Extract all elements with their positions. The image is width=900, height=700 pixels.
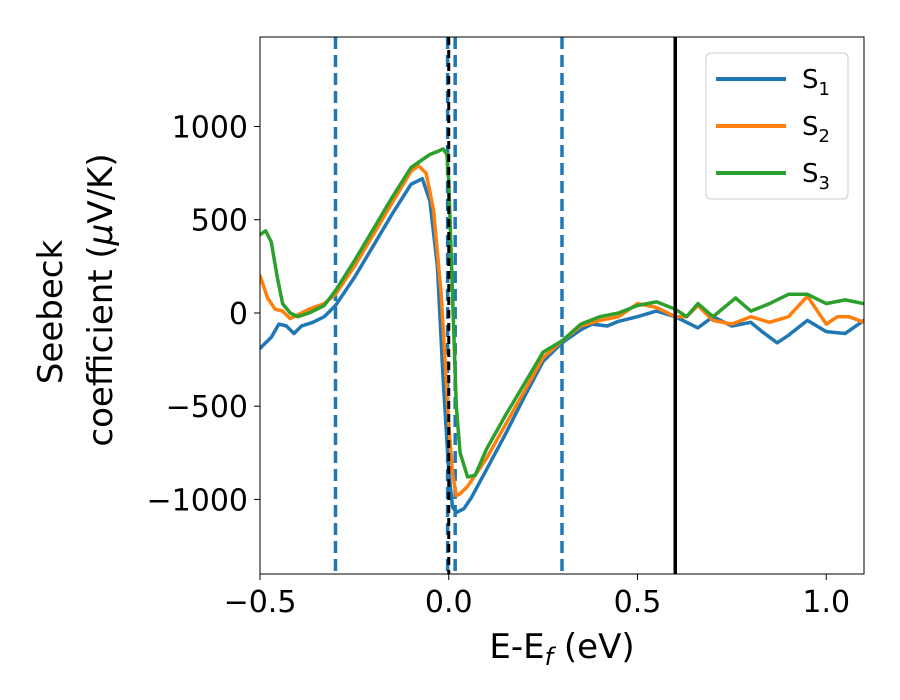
x-tick-label: −0.5	[224, 585, 297, 620]
y-tick-label: 500	[191, 204, 248, 239]
series-line-S1	[260, 176, 864, 515]
legend-label-S3: S3	[802, 159, 830, 194]
x-axis-label: E-Ef (eV)	[489, 627, 634, 671]
x-tick-label: 1.0	[802, 585, 850, 620]
x-tick-label: 0.5	[614, 585, 662, 620]
legend-label-S2: S2	[802, 112, 830, 147]
plot-area	[260, 37, 864, 574]
y-tick-label: 1000	[172, 111, 248, 146]
y-tick-label: −500	[166, 390, 248, 425]
legend-label-S1: S1	[802, 65, 830, 100]
plot-frame	[259, 36, 865, 575]
x-tick-label: 0.0	[425, 585, 473, 620]
y-axis-label-line2: coefficient (μV/K)	[81, 153, 121, 446]
y-axis-label-line1: Seebeck	[31, 240, 71, 385]
series-line-S3	[260, 147, 864, 479]
y-tick-label: −1000	[147, 483, 248, 518]
axes-layer: −0.5 0.0 0.5 1.0 −1000 −500 0 500 1000 E-Ef (eV) S…	[31, 36, 865, 671]
y-tick-label: 0	[229, 297, 248, 332]
legend: S1 S2 S3	[705, 52, 849, 200]
